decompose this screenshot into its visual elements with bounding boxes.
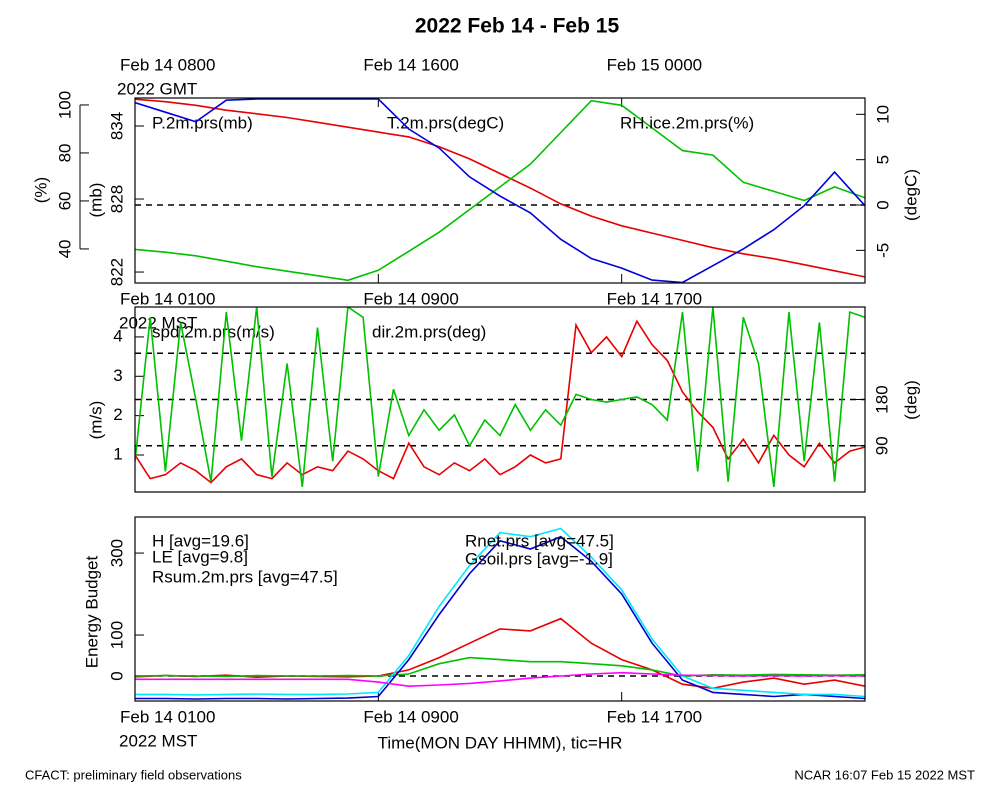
plot-frame [134, 306, 866, 493]
legend-label: LE [avg=9.8] [152, 547, 248, 566]
legend-label: T.2m.prs(degC) [387, 113, 504, 132]
y2-tick-label: -5 [873, 243, 892, 258]
y-tick-label: 3 [113, 366, 122, 385]
legend-label: Rnet.prs [avg=47.5] [465, 531, 614, 550]
x-tick-label: Feb 14 0100 [120, 707, 215, 726]
data-line [135, 98, 865, 283]
data-line [135, 319, 865, 484]
legend-label: Gsoil.prs [avg=-1.9] [465, 549, 613, 568]
x-tick-label: Feb 14 0900 [363, 707, 458, 726]
data-line [135, 99, 865, 282]
y-tick-label: 0 [107, 671, 126, 680]
y2-axis-label: (deg) [901, 380, 920, 420]
y2-tick-label: 90 [872, 436, 891, 455]
footer-left: CFACT: preliminary field observations [25, 767, 242, 782]
x-tick-label: Feb 14 0100 [120, 289, 215, 308]
x2-tick-label: Feb 14 0800 [120, 55, 215, 74]
legend-label: RH.ice.2m.prs(%) [620, 113, 754, 132]
y2-axis-label: (degC) [901, 169, 920, 221]
legend-label: dir.2m.prs(deg) [372, 322, 486, 341]
x2-tick-label: Feb 14 1600 [363, 55, 458, 74]
y3-tick-label: 60 [55, 191, 74, 210]
x-tick-label: Feb 14 1700 [607, 707, 702, 726]
y-tick-label: 4 [113, 326, 122, 345]
data-line [135, 527, 865, 698]
y-tick-label: 1 [113, 444, 122, 463]
x2-tick-label: Feb 15 0000 [607, 55, 702, 74]
y-tick-label: 834 [107, 112, 126, 140]
plot-frame [134, 516, 866, 702]
y-tick-label: 822 [107, 258, 126, 286]
y-tick-label: 100 [107, 621, 126, 649]
x-tick-label: Feb 14 1700 [607, 289, 702, 308]
y-axis-label: (m/s) [86, 401, 105, 440]
legend-label: spd.2m.prs(m/s) [152, 322, 275, 341]
y2-tick-label: 5 [873, 155, 892, 164]
footer-right: NCAR 16:07 Feb 15 2022 MST [794, 767, 975, 782]
plot-frame [134, 97, 866, 284]
y-tick-label: 300 [107, 539, 126, 567]
legend-label: H [avg=19.6] [152, 531, 249, 550]
legend-label: Rsum.2m.prs [avg=47.5] [152, 567, 338, 586]
y3-tick-label: 80 [55, 143, 74, 162]
page-title: 2022 Feb 14 - Feb 15 [415, 15, 620, 38]
y3-tick-label: 40 [55, 239, 74, 258]
y-axis-label: Energy Budget [82, 555, 101, 668]
x2-year-label: 2022 GMT [117, 79, 197, 98]
data-line [135, 535, 865, 700]
y3-tick-label: 100 [55, 91, 74, 119]
y3-axis-label: (%) [31, 177, 50, 203]
legend-label: P.2m.prs(mb) [152, 113, 253, 132]
y2-tick-label: 180 [872, 385, 891, 413]
data-line [135, 656, 865, 678]
data-line [135, 307, 865, 487]
y-tick-label: 828 [107, 185, 126, 213]
data-line [135, 617, 865, 690]
y2-tick-label: 10 [873, 105, 892, 124]
x-year-label: 2022 MST [119, 313, 197, 332]
x-tick-label: Feb 14 0900 [363, 289, 458, 308]
x-year-label: 2022 MST [119, 731, 197, 750]
y2-tick-label: 0 [873, 200, 892, 209]
y-tick-label: 2 [113, 405, 122, 424]
data-line [135, 98, 865, 278]
x-axis-label: Time(MON DAY HHMM), tic=HR [378, 733, 623, 752]
data-line [135, 671, 865, 688]
y-axis-label: (mb) [86, 183, 105, 218]
